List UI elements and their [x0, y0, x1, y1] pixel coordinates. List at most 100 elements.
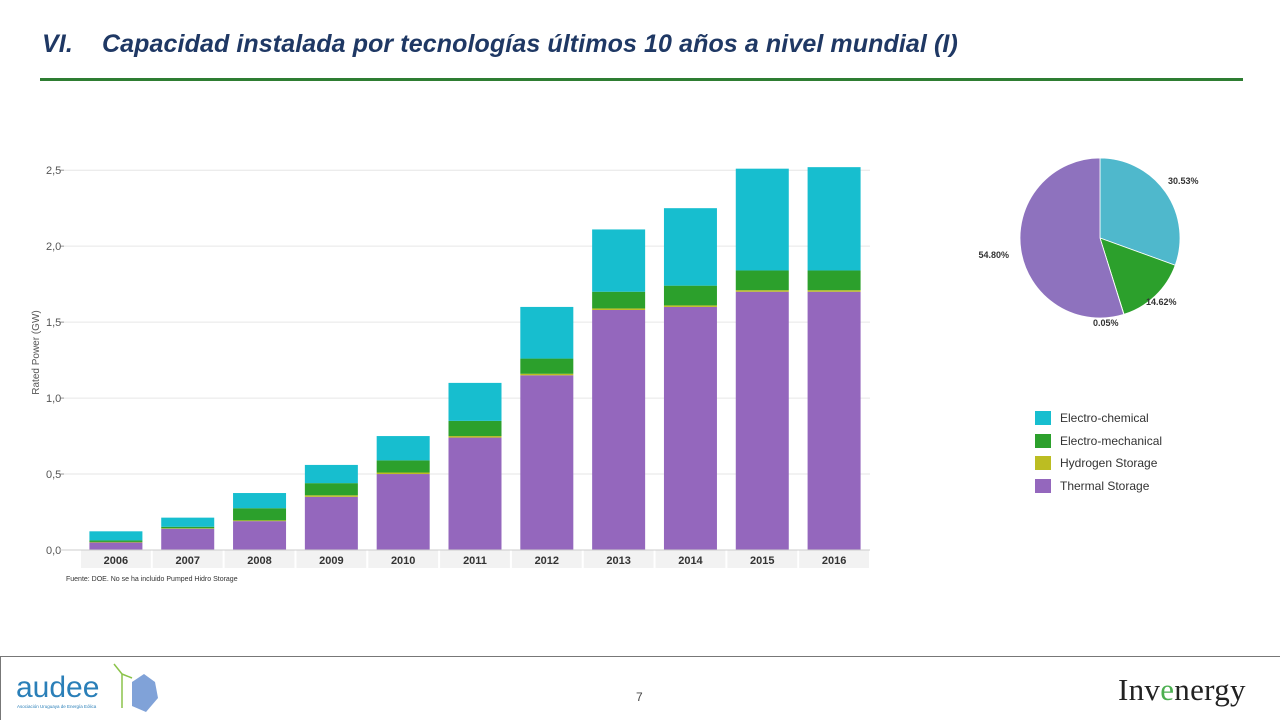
bar-thermal-storage-2008 [233, 521, 287, 550]
y-tick-label: 0,0 [46, 545, 61, 557]
x-category-band [583, 550, 654, 568]
pie-slice-label: 30.53% [1168, 176, 1199, 186]
y-tick-label: 2,5 [46, 165, 61, 177]
x-category-band [655, 550, 726, 568]
y-tick-label: 2,0 [46, 241, 61, 253]
bar-electro-mechanical-2009 [304, 483, 358, 496]
bar-thermal-storage-2014 [663, 306, 717, 550]
x-tick-label: 2012 [535, 555, 559, 567]
x-category-band [511, 550, 582, 568]
bar-electro-mechanical-2016 [807, 270, 861, 291]
slide-section-number: VI. [42, 30, 73, 58]
bar-electro-chemical-2016 [807, 167, 861, 271]
legend-label: Electro-mechanical [1060, 433, 1163, 448]
pie-slice-label: 14.62% [1146, 297, 1177, 307]
bar-hydrogen-storage-2016 [807, 290, 861, 292]
stacked-bar-chart: 0,0 0,5 1,0 1,5 2,0 2,5 Rated Power (GW) 2006 20… [31, 155, 870, 568]
x-category-band [152, 550, 223, 568]
bar-electro-chemical-2011 [448, 382, 502, 421]
source-note: Fuente: DOE. No se ha incluido Pumped Hi… [66, 576, 238, 583]
bar-thermal-storage-2006 [89, 542, 143, 550]
invenergy-logo: Invenergy [1118, 672, 1246, 708]
bar-electro-mechanical-2015 [735, 270, 789, 291]
bar-hydrogen-storage-2015 [735, 290, 789, 292]
x-tick-label: 2009 [319, 555, 343, 567]
x-tick-label: 2013 [606, 555, 630, 567]
bar-hydrogen-storage-2013 [592, 308, 646, 310]
bar-thermal-storage-2012 [520, 375, 574, 550]
x-tick-label: 2015 [750, 555, 774, 567]
invenergy-logo-prefix: Inv [1118, 672, 1161, 707]
bar-electro-mechanical-2011 [448, 420, 502, 437]
y-tick-label: 1,5 [46, 317, 61, 329]
bar-electro-chemical-2012 [520, 306, 574, 359]
bar-electro-chemical-2015 [735, 168, 789, 271]
x-category-band [81, 550, 151, 568]
bar-electro-chemical-2006 [89, 531, 143, 541]
bar-electro-chemical-2013 [592, 229, 646, 292]
x-tick-label: 2007 [175, 555, 199, 567]
x-category-band [224, 550, 295, 568]
legend-item-electro-chemical: Electro-chemical [1035, 407, 1162, 430]
bar-hydrogen-storage-2009 [304, 495, 358, 497]
chart-legend: Electro-chemical Electro-mechanical Hydr… [1035, 407, 1162, 497]
bar-electro-chemical-2009 [304, 464, 358, 484]
bar-hydrogen-storage-2008 [233, 520, 287, 522]
legend-swatch [1035, 478, 1051, 493]
bar-electro-chemical-2007 [161, 517, 215, 527]
wind-turbine-icon [113, 663, 133, 708]
pie-slice-electro-mechanical [1099, 237, 1176, 315]
legend-swatch [1035, 433, 1051, 448]
invenergy-logo-suffix: nergy [1174, 672, 1246, 707]
legend-swatch [1035, 411, 1051, 426]
x-tick-label: 2011 [463, 555, 487, 567]
bar-thermal-storage-2011 [448, 437, 502, 550]
slide-title: VI. Capacidad instalada por tecnologías ú… [42, 30, 958, 59]
legend-item-hydrogen-storage: Hydrogen Storage [1035, 452, 1162, 475]
footer-divider [0, 656, 1280, 657]
bar-hydrogen-storage-2011 [448, 436, 502, 438]
invenergy-logo-accent: e [1160, 672, 1175, 707]
pie-slice-electro-chemical [1099, 157, 1181, 266]
bar-thermal-storage-2009 [304, 496, 358, 550]
bar-hydrogen-storage-2007 [161, 528, 215, 529]
bar-hydrogen-storage-2006 [89, 541, 143, 543]
y-tick-label: 1,0 [46, 393, 61, 405]
x-tick-label: 2008 [247, 555, 271, 567]
bar-electro-mechanical-2008 [233, 508, 287, 521]
y-axis-label: Rated Power (GW) [31, 310, 42, 394]
x-category-band [727, 550, 798, 568]
bar-electro-mechanical-2006 [89, 540, 143, 542]
pie-chart: 30.53% 14.62% 0.05% 54.80% [978, 157, 1199, 328]
x-tick-label: 2016 [822, 555, 846, 567]
x-tick-label: 2014 [678, 555, 703, 567]
audee-logo-subtitle: Asociación Uruguaya de Energía Eólica [17, 704, 97, 709]
bar-electro-mechanical-2014 [663, 285, 717, 306]
legend-label: Thermal Storage [1060, 478, 1150, 493]
bar-electro-mechanical-2013 [592, 291, 646, 309]
x-tick-label: 2010 [391, 555, 415, 567]
bar-thermal-storage-2015 [735, 291, 789, 550]
pie-slice-label: 54.80% [978, 250, 1009, 260]
bar-thermal-storage-2016 [807, 291, 861, 550]
audee-logo: audee Asociación Uruguaya de Energía Eól… [16, 663, 158, 712]
footer-left-border [0, 656, 1, 720]
x-category-band [296, 550, 367, 568]
bar-thermal-storage-2007 [161, 528, 215, 550]
x-tick-label: 2006 [104, 555, 128, 567]
x-category-band [799, 550, 869, 568]
slide-title-text: Capacidad instalada por tecnologías últi… [102, 30, 958, 58]
bar-electro-chemical-2008 [233, 493, 287, 509]
bar-electro-chemical-2014 [663, 208, 717, 286]
bar-thermal-storage-2013 [592, 309, 646, 550]
bar-hydrogen-storage-2014 [663, 305, 717, 307]
title-divider [40, 78, 1243, 81]
bar-electro-mechanical-2012 [520, 358, 574, 374]
legend-swatch [1035, 456, 1051, 471]
pie-slice-label: 0.05% [1093, 318, 1119, 328]
legend-label: Electro-chemical [1060, 411, 1149, 426]
y-tick-label: 0,5 [46, 469, 61, 481]
bar-electro-chemical-2010 [376, 436, 430, 461]
legend-item-thermal-storage: Thermal Storage [1035, 475, 1162, 498]
uruguay-map-icon [132, 674, 158, 712]
